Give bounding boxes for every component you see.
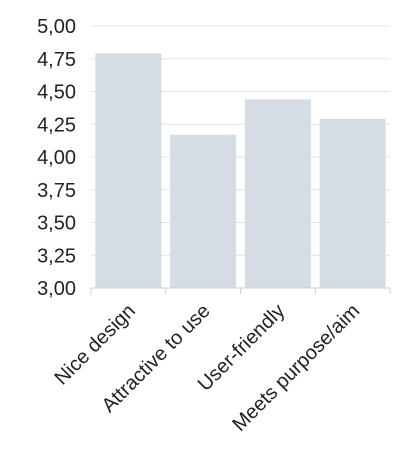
y-tick-label: 4,75: [37, 49, 76, 71]
x-axis: [90, 287, 391, 294]
y-tick-label: 4,00: [37, 147, 76, 169]
x-tick-label: Meets purpose/aim: [228, 300, 364, 436]
bars: [95, 53, 386, 289]
y-tick-label: 3,25: [37, 245, 76, 267]
bar: [170, 134, 237, 288]
bar: [319, 119, 386, 288]
y-tick-label: 3,75: [37, 180, 76, 202]
bar: [95, 53, 162, 289]
y-tick-label: 3,00: [37, 278, 76, 300]
y-tick-label: 4,50: [37, 82, 76, 104]
y-tick-labels: 3,00 3,25 3,50 3,75 4,00 4,25 4,50 4,75 5,00: [37, 16, 76, 300]
y-tick-label: 4,25: [37, 114, 76, 136]
y-tick-label: 5,00: [37, 16, 76, 38]
y-tick-label: 3,50: [37, 213, 76, 235]
bar: [244, 99, 311, 288]
